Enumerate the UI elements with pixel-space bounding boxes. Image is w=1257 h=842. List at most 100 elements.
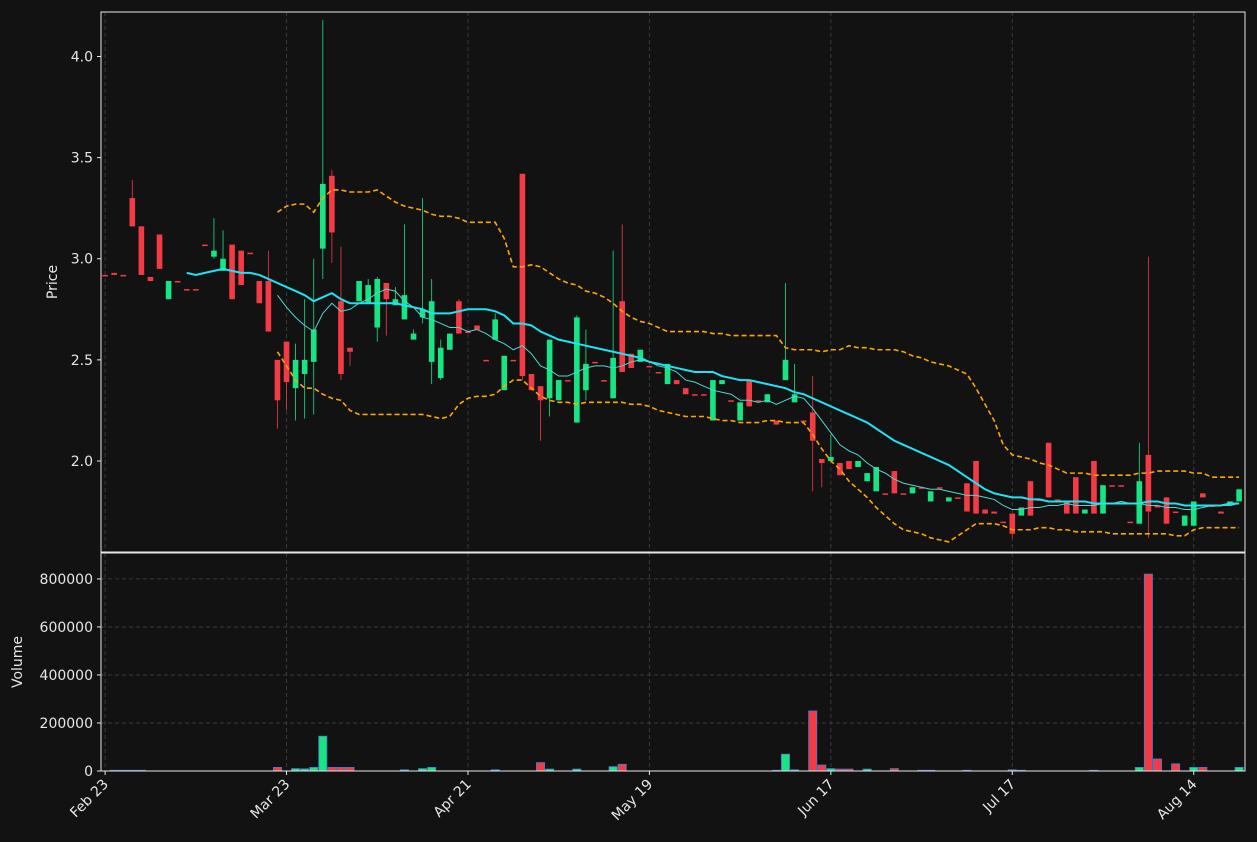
candle-body (410, 333, 417, 340)
candle-body (265, 280, 272, 332)
candle-body (211, 250, 217, 257)
candle-body (519, 173, 526, 377)
indicator-line (186, 267, 1240, 507)
grid-layer (101, 12, 1245, 772)
volume-bar (1134, 766, 1144, 772)
candle-body (1236, 489, 1242, 502)
candle-body (192, 289, 199, 291)
candle-body (982, 509, 988, 514)
volume-bar (1152, 758, 1162, 772)
candle-body (428, 301, 435, 362)
candle-body (1127, 521, 1134, 524)
candle-body (401, 295, 408, 320)
volume-bar (1234, 766, 1244, 772)
volume-panel-frame (100, 552, 1246, 772)
candle-body (292, 359, 299, 389)
candle-body (837, 463, 843, 476)
candle-body (655, 372, 662, 374)
candle-body (828, 456, 834, 461)
volume-bar (1143, 573, 1153, 772)
candle-body (773, 420, 780, 425)
candle-body (1200, 493, 1206, 498)
candle-body (320, 183, 326, 249)
candle-body (619, 301, 626, 372)
candle-body (737, 402, 743, 421)
candle-body (338, 301, 344, 375)
candle-body (809, 412, 816, 441)
candle-body (1072, 477, 1079, 514)
candle-body (1163, 497, 1170, 524)
candle-body (1045, 442, 1052, 498)
candle-body (1181, 515, 1188, 526)
volume-bar (345, 766, 355, 772)
candle-body (610, 357, 616, 399)
volume-bar (318, 735, 328, 772)
candle-body (1190, 501, 1197, 526)
candle-body (283, 341, 290, 383)
candle-body (202, 244, 208, 247)
candle-body (174, 280, 181, 283)
candle-body (846, 460, 852, 470)
candle-body (936, 487, 943, 489)
candle-body (138, 226, 145, 275)
candle-body (447, 333, 453, 350)
candle-body (864, 473, 870, 482)
candle-body (419, 309, 426, 318)
candle-body (818, 458, 825, 464)
candle-body (301, 359, 308, 375)
candle-body (183, 289, 190, 291)
y-tick-label: 4.0 (71, 49, 93, 65)
candle-body (755, 400, 762, 402)
candle-body (882, 493, 889, 495)
candle-body (365, 285, 371, 304)
candle-body (483, 359, 489, 362)
candle-body (1118, 485, 1124, 487)
candle-body (800, 420, 807, 423)
candle-body (356, 280, 362, 302)
candle-body (691, 394, 698, 396)
candle-body (1009, 513, 1016, 534)
candle-body (492, 319, 498, 340)
candle-body (955, 497, 961, 499)
volume-tick-label: 400000 (40, 668, 93, 684)
candle-body (456, 301, 462, 334)
indicator-line (277, 189, 1240, 478)
candle-body (564, 380, 571, 382)
candle-body (1145, 454, 1152, 512)
candle-body (782, 359, 789, 381)
candle-body (238, 250, 244, 286)
candle-body (310, 329, 317, 362)
candle-body (102, 274, 108, 277)
volume-bar (536, 762, 546, 772)
candle-body (1054, 499, 1061, 501)
candle-body (945, 497, 952, 502)
volume-bar (617, 763, 627, 772)
y-tick-label: 2.5 (71, 353, 93, 369)
candle-body (510, 359, 517, 362)
candle-body (991, 511, 997, 514)
volume-bar (309, 766, 319, 772)
candle-body (465, 331, 471, 334)
candle-body (728, 400, 734, 402)
candle-body (383, 283, 390, 300)
price-panel-frame (100, 11, 1246, 553)
volume-bar (808, 710, 818, 772)
candle-body (129, 198, 136, 227)
candle-body (682, 388, 689, 395)
candle-body (501, 355, 508, 391)
candle-body (973, 460, 979, 514)
volume-bar (336, 766, 346, 772)
indicator-line (276, 351, 1240, 543)
volume-tick-label: 0 (84, 764, 93, 780)
candle-body (673, 380, 680, 385)
candle-body (111, 272, 117, 275)
candle-body (909, 487, 916, 494)
candle-body (247, 252, 254, 255)
volume-bar (272, 766, 282, 772)
volume-bar (1189, 766, 1199, 772)
y-tick-label: 2.0 (71, 454, 93, 470)
volume-bar (1171, 763, 1181, 772)
candle-body (710, 380, 716, 421)
